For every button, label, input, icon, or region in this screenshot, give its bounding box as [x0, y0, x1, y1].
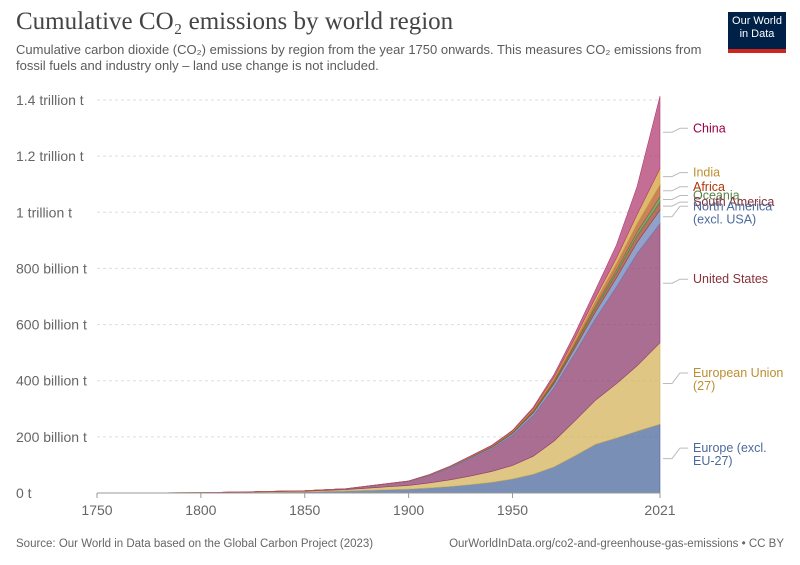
series-label-europe-excl-eu-27: Europe (excl. EU-27)	[693, 441, 767, 468]
x-tick-label: 1950	[497, 502, 528, 518]
series-label-line: European Union	[693, 366, 783, 380]
chart-title: Cumulative CO₂ emissions by world region	[16, 8, 454, 35]
y-tick-label: 1 trillion t	[16, 204, 72, 220]
stacked-area-chart: 0 t 200 billion t 400 billion t 600 billion…	[16, 92, 783, 518]
owid-logo[interactable]: Our World in Data	[728, 12, 786, 53]
x-tick-label: 1900	[393, 502, 424, 518]
y-tick-label: 0 t	[16, 485, 32, 501]
series-label-line: Oceania	[693, 189, 740, 203]
label-connector	[663, 195, 688, 200]
x-tick-label: 1800	[185, 502, 216, 518]
label-connector	[663, 278, 688, 284]
series-label-oceania: Oceania	[693, 189, 740, 203]
series-label-africa: Africa	[693, 180, 725, 194]
y-tick-label: 600 billion t	[16, 317, 87, 333]
series-label-european-union-27: European Union (27)	[693, 366, 783, 393]
series-label-line: China	[693, 121, 726, 135]
area-china	[96, 96, 661, 494]
y-tick-label: 200 billion t	[16, 429, 87, 445]
series-label-line: South America	[693, 195, 774, 209]
series-label-line: Europe (excl.	[693, 441, 767, 455]
x-tick-label: 1850	[289, 502, 320, 518]
logo-line-1: Our World	[732, 15, 782, 27]
series-label-north-america-excl-usa: North America (excl. USA)	[693, 199, 772, 226]
series-label-line: India	[693, 166, 720, 180]
logo-line-2: in Data	[739, 28, 775, 40]
label-connector	[663, 186, 688, 192]
x-tick-label: 1750	[81, 502, 112, 518]
source-url[interactable]: OurWorldInData.org/co2-and-greenhouse-ga…	[449, 538, 784, 550]
source-note: Source: Our World in Data based on the G…	[16, 538, 374, 550]
series-label-line: Africa	[693, 180, 725, 194]
label-connector	[663, 205, 688, 218]
label-connector	[663, 201, 688, 207]
series-label-south-america: South America	[693, 195, 774, 209]
series-label-line: (27)	[693, 379, 715, 393]
series-label-line: North America	[693, 199, 772, 213]
chart-subtitle: Cumulative carbon dioxide (CO₂) emission…	[16, 42, 702, 73]
label-connector	[663, 447, 688, 460]
series-label-line: EU-27)	[693, 454, 733, 468]
series-label-india: India	[693, 166, 720, 180]
label-connector	[663, 127, 688, 133]
y-tick-label: 1.2 trillion t	[16, 148, 84, 164]
x-tick-label: 2021	[644, 502, 675, 518]
series-label-line: (excl. USA)	[693, 212, 756, 226]
label-connector	[663, 172, 688, 178]
series-label-china: China	[693, 121, 726, 135]
series-label-united-states: United States	[693, 272, 768, 286]
y-tick-label: 400 billion t	[16, 373, 87, 389]
series-label-line: United States	[693, 272, 768, 286]
y-tick-label: 1.4 trillion t	[16, 92, 84, 108]
label-connector	[663, 372, 688, 384]
y-tick-label: 800 billion t	[16, 260, 87, 276]
